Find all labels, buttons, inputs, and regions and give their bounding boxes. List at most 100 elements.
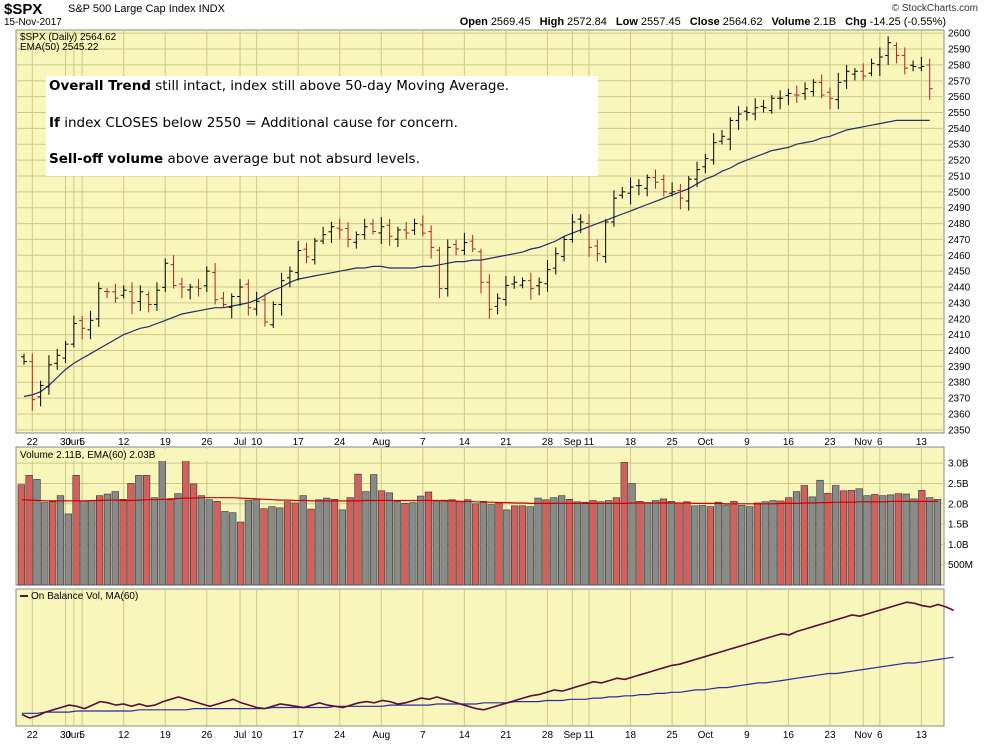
candle [170,255,177,289]
x-tick-label: Sep [564,437,582,448]
annotation-line-2-text: index CLOSES below 2550 = Additional cau… [59,115,458,131]
volume-bar [667,501,675,586]
volume-bar [49,501,57,586]
volume-bar [714,501,722,586]
volume-bar [158,458,166,586]
candle [926,58,933,100]
candle [21,353,27,365]
candle [178,277,185,299]
candle [245,279,252,316]
volume-bar [72,475,80,586]
y-tick-label: 2370 [948,394,971,405]
y-tick-label: 2470 [948,235,971,246]
volume-y-tick-label: 3.0B [948,459,969,470]
candle [910,60,917,72]
x-tick-label-bottom: 7 [420,730,426,741]
candle [478,248,484,294]
volume-bar [409,502,417,586]
x-tick-label: 12 [118,437,130,448]
annotation-line-3-bold: Sell-off volume [49,151,164,167]
volume-bar [456,501,464,586]
volume-label: Volume [771,16,811,28]
candle [461,233,468,256]
candle [187,283,194,300]
candle [45,355,52,395]
chart-header: $SPX S&P 500 Large Cap Index INDX 15-Nov… [0,0,990,28]
volume-bar [816,479,824,586]
x-tick-label-bottom: 23 [824,730,836,741]
volume-bar [753,502,761,586]
y-tick-label: 2450 [948,267,971,278]
x-tick-label-bottom: Oct [698,730,714,741]
x-tick-label: 9 [744,437,750,448]
candle [104,288,111,299]
volume-bar [628,483,636,586]
chg-value: -14.25 (-0.55%) [869,16,946,28]
ohlc-readout: Open 2569.45 High 2572.84 Low 2557.45 Close… [454,16,946,28]
volume-bar [385,492,393,586]
candle [253,291,260,316]
y-tick-label: 2560 [948,92,971,103]
volume-bar [401,503,409,586]
candle [95,282,102,327]
volume-bar [166,499,174,586]
volume-bar [644,502,652,586]
obv-legend: On Balance Vol, MA(60) [31,591,138,602]
close-label: Close [689,16,720,28]
candle [394,226,401,248]
volume-y-tick-label: 500M [948,560,973,571]
annotation-line-1-text: still intact, index still above 50-day M… [150,78,510,94]
candle [893,42,900,64]
volume-bar [189,483,198,586]
candle [885,36,892,66]
x-tick-label-bottom: 25 [667,730,679,741]
volume-bar [33,479,41,586]
candle [137,285,144,311]
volume-bar [573,501,581,586]
y-tick-label: 2400 [948,346,971,357]
candle [785,88,792,105]
ema50-line [23,119,930,398]
y-tick-label: 2430 [948,298,971,309]
candle [702,153,709,174]
annotation-line-2: If index CLOSES below 2550 = Additional … [49,115,458,131]
candle [569,214,576,243]
volume-bar [910,498,918,586]
volume-bar [612,497,621,586]
candle [419,215,426,237]
x-tick-label-bottom: 14 [459,730,471,741]
candle [536,277,543,296]
open-value: 2569.45 [490,16,531,28]
candle [851,68,858,81]
volume-bar [393,501,401,586]
open-label: Open [459,16,488,28]
y-tick-label: 2380 [948,378,971,389]
candle [777,90,784,110]
x-tick-label-bottom: Aug [372,730,390,741]
obv-ma60-line [21,656,954,714]
volume-bar [698,505,707,586]
volume-bar [894,493,902,586]
candle [112,283,119,303]
x-tick-label-bottom: Nov [854,730,872,741]
candle [369,219,376,235]
volume-bar [221,511,229,586]
annotation-line-1-bold: Overall Trend [49,78,151,94]
candle [295,241,302,281]
y-tick-label: 2480 [948,219,971,230]
x-tick-label: 10 [251,437,263,448]
annotation-box: Overall Trend still intact, index still … [46,76,598,176]
candle [87,310,94,340]
volume-bar [377,490,386,586]
volume-bar [926,497,934,586]
price-legend-series: $SPX (Daily) 2564.62 [20,32,117,43]
x-tick-label-bottom: 24 [334,730,346,741]
volume-bar [291,502,299,586]
volume-bar [417,495,425,586]
candle [760,99,767,113]
volume-bar [542,499,550,586]
x-tick-label-bottom: 13 [916,730,928,741]
volume-bar [792,491,801,586]
volume-bar [307,508,315,586]
